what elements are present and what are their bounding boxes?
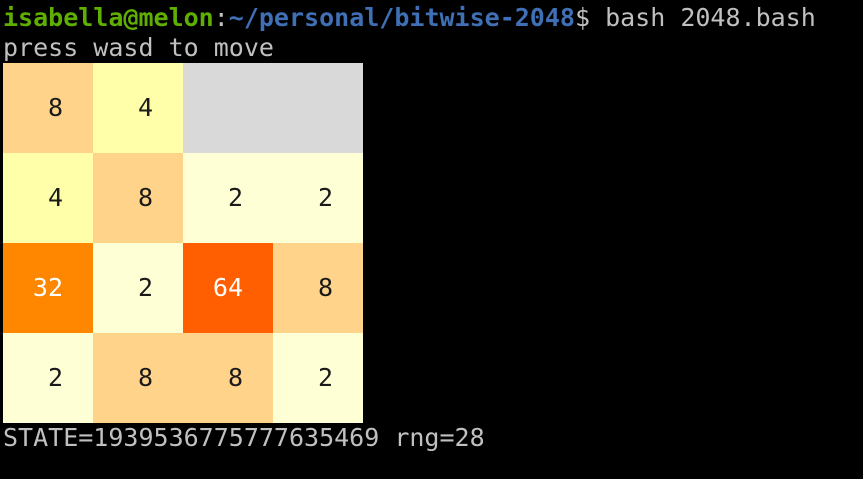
- tile: 64: [183, 243, 273, 333]
- tile-value: 8: [227, 363, 243, 392]
- tile-value: 8: [47, 93, 63, 122]
- tile-value: 2: [317, 183, 333, 212]
- tile: 8: [3, 63, 93, 153]
- tile: 4: [93, 63, 183, 153]
- tile-value: 2: [227, 183, 243, 212]
- tile-value: 8: [137, 183, 153, 212]
- tile: 2: [273, 153, 363, 243]
- tile-value: 2: [137, 273, 153, 302]
- tile: [183, 63, 273, 153]
- tile: 8: [273, 243, 363, 333]
- instructions: press wasd to move: [3, 33, 274, 62]
- tile: 2: [273, 333, 363, 423]
- tile-value: 4: [47, 183, 63, 212]
- tile: 2: [183, 153, 273, 243]
- tile: [273, 63, 363, 153]
- game-board: 8 4 4 8 2 2 32 2 64 8 2 8 8 2: [3, 63, 363, 423]
- prompt-command: $ bash 2048.bash: [574, 3, 816, 32]
- prompt-separator: :: [213, 3, 229, 32]
- tile-value: 8: [137, 363, 153, 392]
- tile: 8: [93, 333, 183, 423]
- tile-value: 8: [317, 273, 333, 302]
- prompt-path: ~/personal/bitwise-2048: [228, 3, 575, 32]
- tile: 32: [3, 243, 93, 333]
- prompt-line: isabella@melon:~/personal/bitwise-2048$ …: [3, 3, 816, 33]
- tile: 8: [93, 153, 183, 243]
- tile-value: 32: [32, 273, 63, 302]
- tile-value: 2: [317, 363, 333, 392]
- tile: 2: [3, 333, 93, 423]
- tile: 4: [3, 153, 93, 243]
- tile-value: 2: [47, 363, 63, 392]
- tile-value: 4: [137, 93, 153, 122]
- tile: 8: [183, 333, 273, 423]
- prompt-user: isabella@melon: [3, 3, 214, 32]
- tile: 2: [93, 243, 183, 333]
- tile-value: 64: [212, 273, 243, 302]
- status-line: STATE=1939536775777635469 rng=28: [3, 423, 485, 452]
